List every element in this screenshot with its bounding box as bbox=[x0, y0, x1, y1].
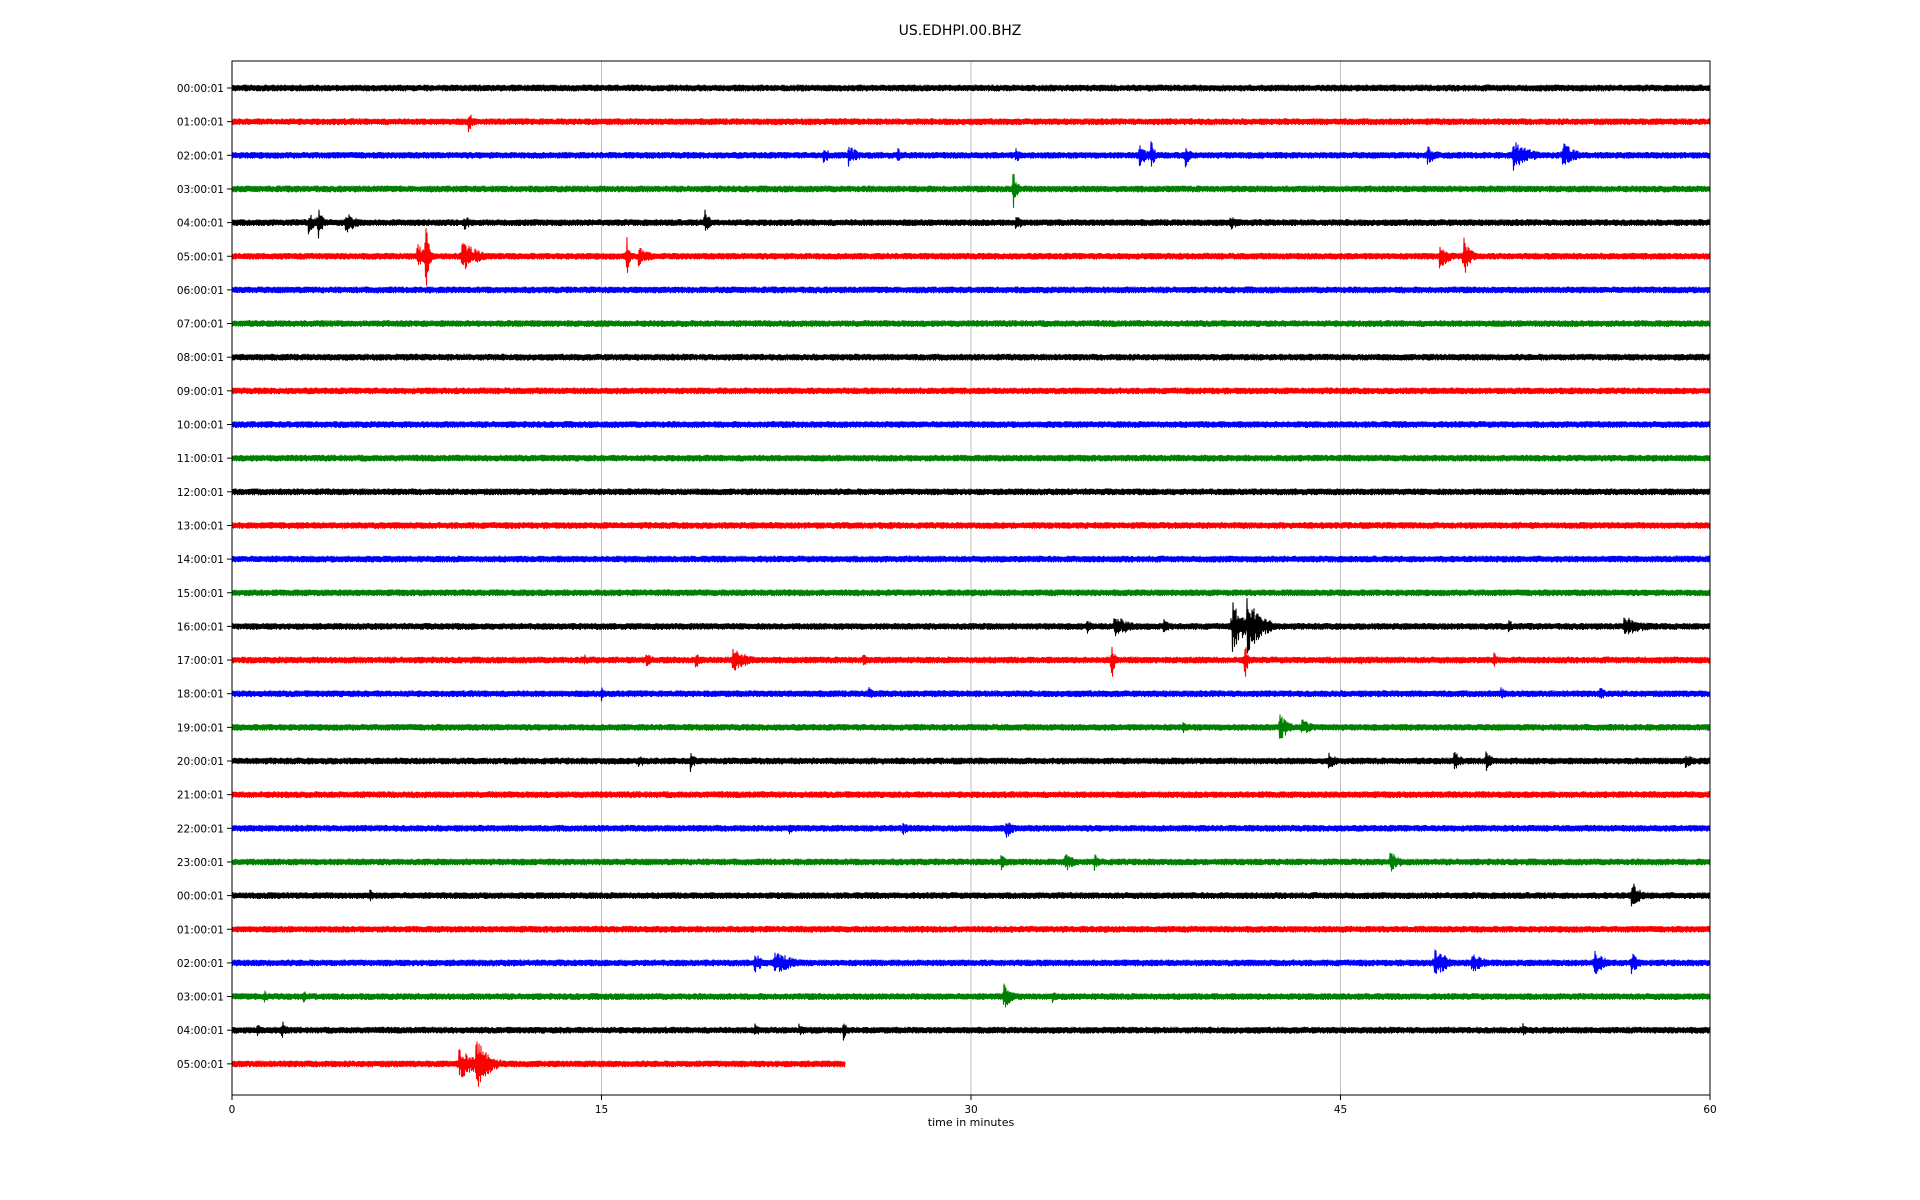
trace-row bbox=[231, 925, 1711, 933]
trace-row bbox=[231, 114, 1711, 133]
trace-row bbox=[231, 646, 1711, 677]
trace-row bbox=[231, 686, 1711, 702]
chart-title: US.EDHPI.00.BHZ bbox=[899, 23, 1022, 39]
trace-row bbox=[231, 387, 1711, 395]
x-axis: 0 15 30 45 60 bbox=[229, 1095, 1717, 1116]
y-tick-label: 14:00:01 bbox=[177, 554, 224, 566]
y-tick-label: 17:00:01 bbox=[177, 655, 224, 667]
trace-row bbox=[231, 1021, 1711, 1041]
trace-row bbox=[231, 209, 1711, 239]
y-tick-label: 05:00:01 bbox=[177, 251, 224, 263]
trace-row bbox=[231, 320, 1711, 328]
trace-row bbox=[231, 353, 1711, 361]
y-tick-label: 03:00:01 bbox=[177, 184, 224, 196]
y-tick-label: 04:00:01 bbox=[177, 218, 224, 230]
trace-row bbox=[231, 791, 1711, 799]
y-tick-label: 18:00:01 bbox=[177, 689, 224, 701]
y-tick-label: 15:00:01 bbox=[177, 588, 224, 600]
trace-row bbox=[231, 228, 1711, 286]
x-tick-label: 30 bbox=[964, 1104, 977, 1116]
y-tick-label: 12:00:01 bbox=[177, 487, 224, 499]
y-tick-label: 01:00:01 bbox=[177, 117, 224, 129]
y-tick-label: 22:00:01 bbox=[177, 823, 224, 835]
y-tick-label: 10:00:01 bbox=[177, 420, 224, 432]
trace-row bbox=[231, 822, 1711, 838]
y-tick-label: 13:00:01 bbox=[177, 520, 224, 532]
trace-row bbox=[231, 883, 1711, 907]
trace-row bbox=[231, 589, 1711, 597]
y-tick-label: 00:00:01 bbox=[177, 83, 224, 95]
y-tick-label: 16:00:01 bbox=[177, 621, 224, 633]
y-tick-label: 03:00:01 bbox=[177, 992, 224, 1004]
y-tick-label: 05:00:01 bbox=[177, 1059, 224, 1071]
y-tick-label: 20:00:01 bbox=[177, 756, 224, 768]
trace-row bbox=[231, 1041, 846, 1087]
y-tick-label: 11:00:01 bbox=[177, 453, 224, 465]
y-tick-label: 01:00:01 bbox=[177, 924, 224, 936]
trace-row bbox=[231, 852, 1711, 872]
x-tick-label: 15 bbox=[595, 1104, 608, 1116]
trace-row bbox=[231, 751, 1711, 773]
trace-row bbox=[231, 173, 1711, 209]
y-axis: 00:00:01 01:00:01 02:00:01 03:00:01 04:00:01… bbox=[177, 83, 232, 1071]
y-tick-label: 21:00:01 bbox=[177, 790, 224, 802]
y-tick-label: 02:00:01 bbox=[177, 150, 224, 162]
x-tick-label: 0 bbox=[229, 1104, 236, 1116]
y-tick-label: 09:00:01 bbox=[177, 386, 224, 398]
vertical-grid bbox=[601, 61, 1341, 1095]
y-tick-label: 08:00:01 bbox=[177, 352, 224, 364]
trace-row bbox=[231, 84, 1711, 92]
y-tick-label: 06:00:01 bbox=[177, 285, 224, 297]
trace-row bbox=[231, 983, 1711, 1008]
y-tick-label: 19:00:01 bbox=[177, 722, 224, 734]
trace-row bbox=[231, 949, 1711, 975]
y-tick-label: 02:00:01 bbox=[177, 958, 224, 970]
trace-row bbox=[231, 488, 1711, 496]
x-tick-label: 60 bbox=[1703, 1104, 1716, 1116]
trace-row bbox=[231, 141, 1711, 171]
trace-row bbox=[231, 714, 1711, 739]
y-tick-label: 00:00:01 bbox=[177, 891, 224, 903]
y-tick-label: 23:00:01 bbox=[177, 857, 224, 869]
trace-row bbox=[231, 597, 1711, 654]
trace-row bbox=[231, 555, 1711, 563]
y-tick-label: 04:00:01 bbox=[177, 1025, 224, 1037]
trace-row bbox=[231, 420, 1711, 429]
x-tick-label: 45 bbox=[1334, 1104, 1347, 1116]
x-axis-label: time in minutes bbox=[928, 1116, 1015, 1129]
trace-row bbox=[231, 286, 1711, 294]
traces bbox=[231, 84, 1711, 1087]
y-tick-label: 07:00:01 bbox=[177, 319, 224, 331]
trace-row bbox=[231, 454, 1711, 462]
trace-row bbox=[231, 521, 1711, 529]
